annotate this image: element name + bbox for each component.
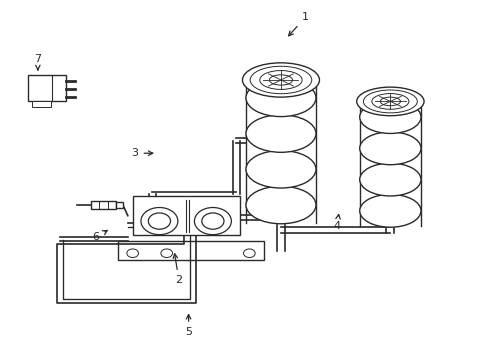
Ellipse shape <box>356 87 423 116</box>
Ellipse shape <box>359 101 420 134</box>
Ellipse shape <box>245 79 315 117</box>
Ellipse shape <box>245 115 315 152</box>
Ellipse shape <box>359 163 420 196</box>
Circle shape <box>141 207 178 235</box>
Ellipse shape <box>245 150 315 188</box>
Text: 5: 5 <box>184 315 192 337</box>
Text: 7: 7 <box>34 54 41 70</box>
Text: 1: 1 <box>288 13 308 36</box>
Ellipse shape <box>359 132 420 165</box>
Bar <box>118 241 264 260</box>
Circle shape <box>161 249 172 257</box>
Bar <box>32 102 51 107</box>
Ellipse shape <box>245 186 315 224</box>
Text: 6: 6 <box>93 230 107 242</box>
Circle shape <box>194 207 231 235</box>
Circle shape <box>126 249 138 257</box>
Bar <box>91 201 116 209</box>
Ellipse shape <box>242 63 319 97</box>
Text: 2: 2 <box>173 254 182 285</box>
Text: 4: 4 <box>333 215 340 231</box>
FancyBboxPatch shape <box>132 196 239 235</box>
Bar <box>28 75 66 102</box>
Ellipse shape <box>359 194 420 227</box>
Bar <box>116 202 122 208</box>
Text: 3: 3 <box>131 148 152 158</box>
Circle shape <box>243 249 255 257</box>
